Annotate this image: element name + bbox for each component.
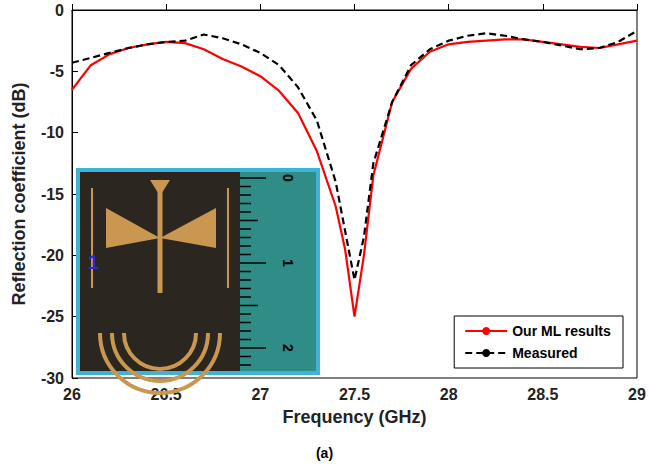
svg-text:2: 2 <box>280 344 296 352</box>
svg-text:29: 29 <box>628 386 646 403</box>
svg-text:0: 0 <box>280 174 296 182</box>
svg-text:-5: -5 <box>50 63 64 80</box>
svg-text:Our ML results: Our ML results <box>512 323 611 339</box>
svg-text:27: 27 <box>251 386 269 403</box>
svg-text:1: 1 <box>280 259 296 267</box>
svg-text:-15: -15 <box>41 186 64 203</box>
svg-text:26: 26 <box>63 386 81 403</box>
svg-text:-20: -20 <box>41 247 64 264</box>
svg-text:(a): (a) <box>316 445 333 461</box>
svg-text:27.5: 27.5 <box>339 386 370 403</box>
svg-text:0: 0 <box>55 2 64 19</box>
svg-text:28.5: 28.5 <box>527 386 558 403</box>
svg-text:Reflection coefficient (dB): Reflection coefficient (dB) <box>9 82 29 305</box>
svg-text:-10: -10 <box>41 124 64 141</box>
svg-text:1: 1 <box>88 251 99 273</box>
svg-text:-30: -30 <box>41 370 64 387</box>
svg-text:26.5: 26.5 <box>150 385 182 403</box>
svg-text:28: 28 <box>440 386 458 403</box>
svg-text:-25: -25 <box>41 308 64 325</box>
svg-text:Frequency (GHz): Frequency (GHz) <box>282 407 426 427</box>
svg-text:Measured: Measured <box>512 345 577 361</box>
